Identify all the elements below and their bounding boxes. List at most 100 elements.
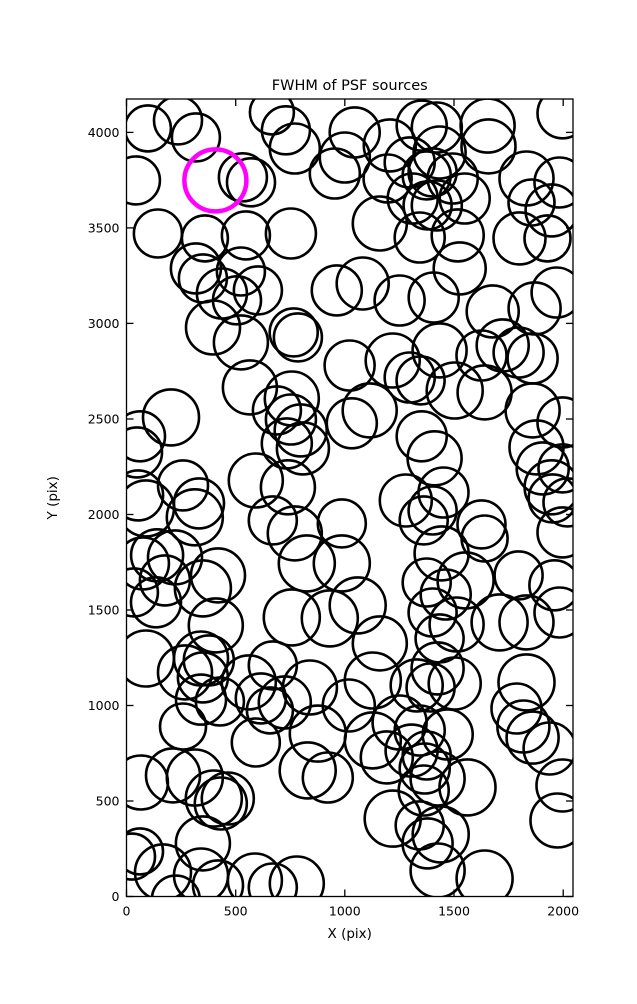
psf-source-marker xyxy=(405,662,456,713)
psf-source-marker xyxy=(407,271,461,324)
psf-source-marker xyxy=(176,651,230,704)
psf-source-marker xyxy=(300,589,360,648)
psf-source-marker xyxy=(129,575,183,629)
y-tick-label: 500 xyxy=(96,794,120,809)
psf-source-marker xyxy=(528,559,573,612)
psf-source-marker xyxy=(126,567,160,618)
psf-source-marker xyxy=(226,852,284,897)
psf-source-marker xyxy=(318,131,372,184)
psf-source-marker xyxy=(281,659,339,716)
x-axis-label: X (pix) xyxy=(328,926,372,942)
psf-source-marker xyxy=(524,183,573,238)
y-tick-label: 0 xyxy=(112,889,120,904)
psf-source-marker xyxy=(129,527,185,583)
psf-source-marker xyxy=(359,730,415,785)
psf-source-marker xyxy=(343,711,403,770)
psf-source-marker xyxy=(530,266,573,319)
psf-source-marker xyxy=(126,536,171,591)
psf-source-marker xyxy=(126,104,173,153)
y-axis-label: Y (pix) xyxy=(45,476,61,520)
psf-source-marker xyxy=(351,615,409,672)
psf-source-marker xyxy=(156,459,210,512)
psf-source-marker xyxy=(273,403,329,458)
psf-source-marker xyxy=(401,817,454,870)
psf-source-marker xyxy=(262,588,322,647)
psf-source-marker xyxy=(522,721,573,776)
x-tick-label: 1500 xyxy=(438,904,470,919)
psf-source-marker xyxy=(460,118,517,175)
psf-source-marker xyxy=(215,246,267,297)
psf-source-marker xyxy=(170,112,222,163)
psf-source-marker xyxy=(126,426,164,479)
psf-source-marker xyxy=(211,274,263,326)
psf-source-marker xyxy=(397,764,451,817)
psf-source-marker xyxy=(523,214,572,263)
psf-source-marker xyxy=(341,382,399,439)
psf-source-marker xyxy=(251,385,303,436)
x-tick-label: 500 xyxy=(224,904,248,919)
psf-source-marker xyxy=(533,156,573,209)
psf-source-marker xyxy=(193,776,249,831)
y-tick-label: 1500 xyxy=(88,603,120,618)
psf-source-marker xyxy=(126,469,165,522)
y-tick-label: 2500 xyxy=(88,412,120,427)
psf-source-marker xyxy=(225,157,277,208)
x-tick-label: 0 xyxy=(123,904,131,919)
psf-source-marker xyxy=(126,410,167,463)
psf-source-marker xyxy=(411,805,471,864)
psf-source-marker xyxy=(126,827,165,876)
psf-source-marker xyxy=(268,855,326,897)
psf-source-marker xyxy=(277,534,337,593)
psf-source-marker xyxy=(421,708,475,761)
psf-source-marker xyxy=(455,849,514,897)
psf-source-marker xyxy=(459,99,516,154)
psf-source-marker xyxy=(398,495,450,546)
psf-source-marker xyxy=(378,473,434,528)
psf-source-marker xyxy=(393,704,447,757)
psf-source-marker xyxy=(523,459,573,516)
psf-source-marker xyxy=(351,195,409,252)
psf-source-marker xyxy=(184,769,244,828)
psf-source-marker xyxy=(505,710,560,765)
psf-source-marker xyxy=(498,594,555,651)
psf-source-marker xyxy=(529,792,573,849)
psf-source-marker xyxy=(165,487,225,547)
psf-source-marker xyxy=(194,676,246,727)
x-tick-label: 1000 xyxy=(329,904,361,919)
highlighted-psf-source-marker xyxy=(182,147,249,214)
psf-source-marker xyxy=(535,758,573,813)
psf-source-marker xyxy=(217,152,269,203)
psf-source-marker xyxy=(321,678,377,733)
psf-source-marker xyxy=(438,172,492,225)
psf-source-marker xyxy=(278,741,338,800)
psf-source-marker xyxy=(212,314,270,371)
psf-source-marker xyxy=(470,593,529,652)
psf-source-marker xyxy=(259,458,317,516)
psf-source-marker xyxy=(245,686,295,735)
psf-source-marker xyxy=(187,597,245,654)
psf-source-marker xyxy=(152,99,204,146)
psf-source-marker xyxy=(465,284,521,339)
psf-source-marker xyxy=(138,554,192,607)
psf-source-marker xyxy=(328,576,388,635)
psf-source-marker xyxy=(389,658,445,713)
psf-source-marker xyxy=(328,106,382,159)
psf-source-marker xyxy=(264,207,318,260)
psf-source-marker xyxy=(227,452,285,509)
psf-source-marker xyxy=(395,355,446,406)
psf-source-marker xyxy=(141,388,201,447)
psf-source-marker xyxy=(493,550,544,601)
psf-source-marker xyxy=(508,419,565,476)
psf-source-marker xyxy=(220,654,278,711)
psf-source-marker xyxy=(247,495,299,546)
psf-source-marker xyxy=(247,640,299,691)
psf-source-marker xyxy=(248,99,296,136)
psf-source-marker xyxy=(191,859,245,897)
psf-source-marker xyxy=(504,382,561,439)
psf-source-marker xyxy=(536,99,573,140)
psf-source-marker xyxy=(133,843,193,897)
psf-source-marker xyxy=(425,361,485,420)
psf-source-marker xyxy=(316,498,368,549)
